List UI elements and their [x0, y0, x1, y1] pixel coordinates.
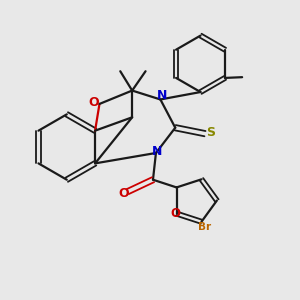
- Text: S: S: [206, 126, 215, 139]
- Text: N: N: [152, 145, 163, 158]
- Text: Br: Br: [198, 222, 211, 232]
- Text: O: O: [89, 96, 99, 109]
- Text: N: N: [157, 89, 167, 102]
- Text: O: O: [170, 207, 180, 220]
- Text: O: O: [119, 187, 130, 200]
